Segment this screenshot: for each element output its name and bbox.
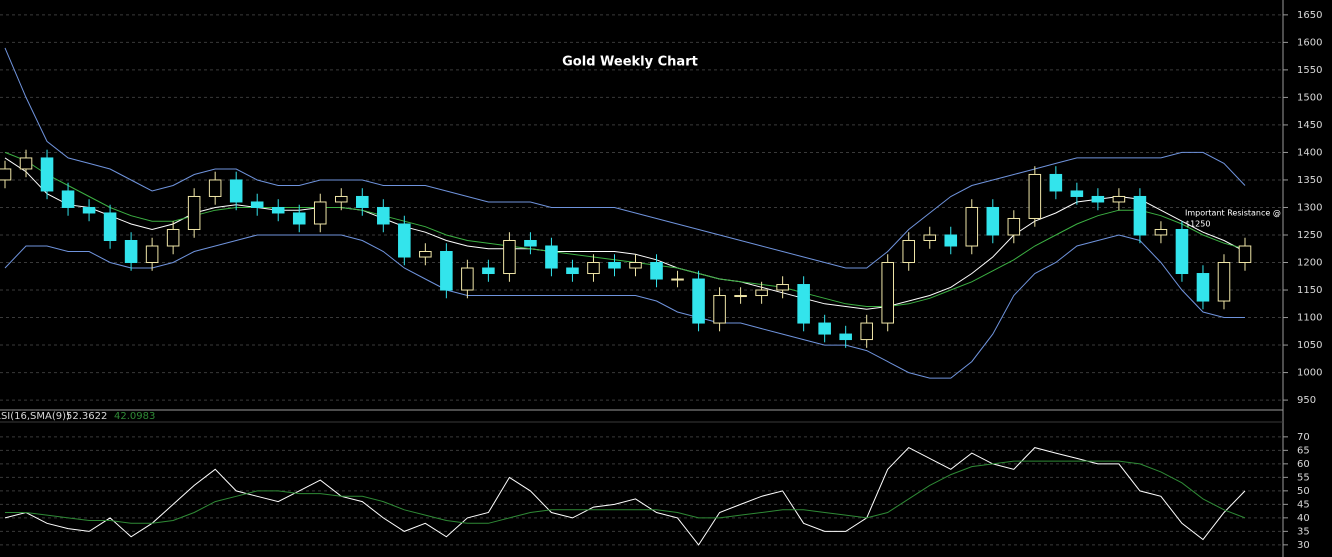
candle-body (1238, 245, 1252, 264)
candle-body (881, 262, 894, 324)
candle-body (166, 228, 180, 247)
candle-body (440, 251, 453, 291)
candle-body (566, 267, 579, 275)
candle-body (713, 295, 726, 324)
candle-body (692, 278, 705, 324)
candle-body (944, 234, 958, 247)
series-line (4, 446, 1246, 546)
y-tick-label: 55 (1297, 472, 1310, 483)
series-line (4, 47, 1246, 269)
candle-body (860, 322, 873, 341)
y-tick-label: 60 (1297, 459, 1310, 470)
candle-body (377, 206, 390, 225)
y-tick-label: 1300 (1297, 202, 1322, 213)
candle-body (671, 278, 684, 281)
candle-body (229, 179, 243, 203)
indicator-value: 52.3622 (66, 411, 107, 422)
candle-body (524, 239, 537, 247)
candle-body (629, 262, 642, 269)
candle-body (776, 284, 789, 291)
candle-body (208, 179, 222, 197)
y-tick-label: 40 (1297, 513, 1310, 524)
annotation: $1250 (1185, 220, 1210, 229)
indicator-label: RSI(16,SMA(9)) (0, 411, 70, 422)
candle-body (1091, 195, 1105, 203)
candle-body (61, 190, 75, 208)
candle-body (313, 201, 327, 225)
candle-body (818, 322, 831, 335)
candle-body (587, 262, 600, 275)
candle-body (292, 212, 306, 225)
candle-body (1217, 262, 1231, 302)
y-tick-label: 30 (1297, 540, 1310, 551)
y-tick-label: 1500 (1297, 92, 1322, 103)
candle-body (1070, 190, 1084, 197)
candle-body (965, 206, 979, 247)
candle-body (419, 251, 432, 258)
candle-body (650, 262, 663, 280)
y-tick-label: 1550 (1297, 65, 1322, 76)
series-line (4, 151, 1246, 307)
candle-body (40, 157, 54, 192)
y-tick-label: 1400 (1297, 147, 1322, 158)
candle-body (1175, 228, 1189, 275)
candle-body (1133, 195, 1147, 236)
candle-body (19, 157, 33, 170)
y-tick-label: 45 (1297, 499, 1310, 510)
candle-body (1007, 217, 1021, 236)
candle-body (461, 267, 474, 291)
candle-body (145, 245, 159, 264)
candle-body (839, 333, 852, 341)
y-tick-label: 1250 (1297, 230, 1322, 241)
y-tick-label: 1200 (1297, 258, 1322, 269)
chart-title: Gold Weekly Chart (562, 55, 698, 70)
series-line (4, 234, 1245, 379)
candle-body (923, 234, 937, 241)
y-tick-label: 1350 (1297, 175, 1322, 186)
annotation: Important Resistance @ (1185, 209, 1281, 218)
y-tick-label: 1050 (1297, 340, 1322, 351)
candle-body (124, 239, 138, 264)
candle-body (1112, 195, 1126, 203)
y-tick-label: 1150 (1297, 285, 1322, 296)
y-tick-label: 65 (1297, 445, 1310, 456)
y-tick-label: 1000 (1297, 368, 1322, 379)
series-line (4, 157, 1246, 310)
candle-body (271, 206, 285, 214)
series-line (5, 460, 1246, 524)
candle-body (902, 239, 916, 264)
y-tick-label: 70 (1297, 432, 1310, 443)
y-tick-label: 950 (1297, 395, 1316, 406)
candle-body (503, 239, 516, 275)
y-tick-label: 1650 (1297, 10, 1322, 21)
candle-body (398, 223, 411, 258)
candle-body (545, 245, 558, 269)
y-tick-label: 1450 (1297, 120, 1322, 131)
candle-body (82, 206, 96, 214)
candle-body (755, 289, 768, 297)
candle-body (482, 267, 495, 275)
candle-body (103, 212, 117, 241)
candle-body (250, 201, 264, 208)
candle-body (1028, 173, 1042, 219)
candle-body (1154, 228, 1168, 236)
y-tick-label: 1100 (1297, 313, 1322, 324)
candle-body (0, 168, 12, 181)
candle-body (334, 195, 348, 203)
candle-body (356, 195, 369, 208)
candle-body (608, 262, 621, 269)
candle-body (986, 206, 1000, 236)
candle-body (187, 195, 201, 230)
y-tick-label: 50 (1297, 486, 1310, 497)
candle-body (797, 284, 810, 324)
y-tick-label: 35 (1297, 526, 1310, 537)
indicator-value: 42.0983 (114, 411, 155, 422)
y-tick-label: 1600 (1297, 37, 1322, 48)
candle-body (1196, 273, 1210, 302)
candle-body (734, 295, 747, 298)
candle-body (1049, 173, 1063, 192)
